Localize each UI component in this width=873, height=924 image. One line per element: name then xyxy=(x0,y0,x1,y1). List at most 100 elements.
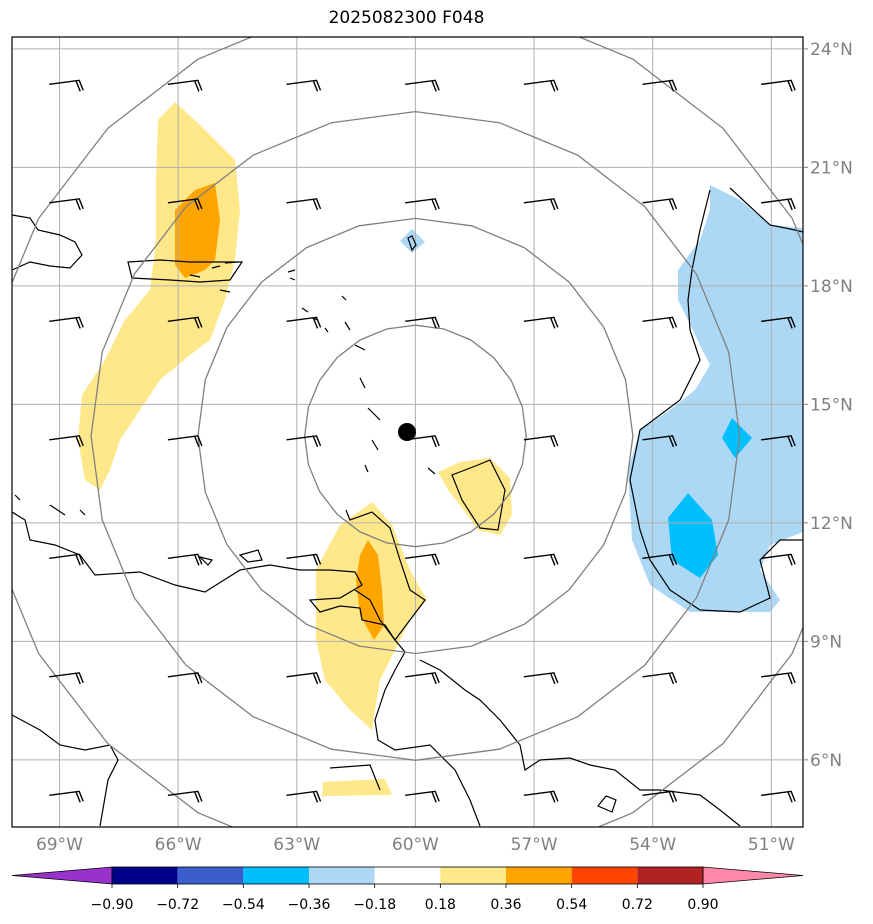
colorbar-tick-label: 0.18 xyxy=(425,897,456,913)
colorbar-tick-label: −0.90 xyxy=(91,897,134,913)
wind-barbs xyxy=(49,79,796,803)
wind-barb xyxy=(642,435,678,448)
range-ring xyxy=(304,324,527,548)
wind-barb xyxy=(167,79,203,92)
anomaly-positive-light-bottom xyxy=(322,779,392,796)
colorbar-segment xyxy=(571,867,638,884)
wind-barb xyxy=(523,790,559,803)
colorbar-tick-label: −0.36 xyxy=(288,897,331,913)
wind-barb xyxy=(761,790,796,803)
wind-barb xyxy=(642,672,678,685)
longitude-label: 60°W xyxy=(392,835,439,855)
latitude-label: 15°N xyxy=(810,395,853,415)
colorbar-segment xyxy=(177,867,244,884)
wind-barb xyxy=(167,790,203,803)
range-ring xyxy=(12,37,803,827)
wind-barb xyxy=(642,79,678,92)
wind-barb xyxy=(286,790,322,803)
island-leeward xyxy=(341,295,436,475)
wind-barb xyxy=(761,672,796,685)
wind-barb xyxy=(405,435,440,448)
wind-barb xyxy=(523,198,559,211)
longitude-label: 63°W xyxy=(273,835,320,855)
longitude-label: 51°W xyxy=(748,835,795,855)
coastline-puerto-rico xyxy=(127,259,244,283)
colorbar: −0.90 −0.72 −0.54 −0.36 −0.18 0.18 0.36 0.54 0.7… xyxy=(11,866,804,913)
storm-center-marker xyxy=(398,423,416,441)
island-small-row xyxy=(189,261,329,333)
colorbar-segment xyxy=(440,867,506,884)
wind-barb xyxy=(49,672,84,685)
wind-barb xyxy=(49,553,84,566)
longitude-tick-labels: 69°W 66°W 63°W 60°W 57°W 54°W 51°W xyxy=(36,835,795,855)
latitude-label: 6°N xyxy=(810,751,842,771)
wind-barb xyxy=(49,198,84,211)
colorbar-segment xyxy=(243,867,309,884)
latitude-label: 12°N xyxy=(810,514,853,534)
anomaly-negative-mid-2 xyxy=(668,493,718,578)
map-frame xyxy=(11,36,804,828)
island-bottom-right xyxy=(597,795,617,813)
wind-barb xyxy=(286,198,322,211)
island-west-small xyxy=(14,494,86,516)
wind-barb xyxy=(642,553,678,566)
wind-barb xyxy=(523,435,559,448)
graticule xyxy=(12,37,803,827)
wind-barb xyxy=(523,316,559,329)
colorbar-segment xyxy=(637,867,703,884)
latitude-label: 18°N xyxy=(810,277,853,297)
longitude-label: 54°W xyxy=(629,835,676,855)
wind-barb xyxy=(405,316,440,329)
wind-barb xyxy=(642,316,678,329)
wind-barb xyxy=(405,198,440,211)
wind-barb xyxy=(167,198,203,211)
longitude-label: 66°W xyxy=(155,835,202,855)
coastline-south xyxy=(12,714,119,827)
wind-barb xyxy=(167,435,203,448)
colorbar-tick-label: −0.72 xyxy=(156,897,199,913)
page-title: 2025082300 F048 xyxy=(328,8,485,28)
latitude-label: 24°N xyxy=(810,40,853,60)
range-ring xyxy=(90,110,741,761)
colorbar-extend-high xyxy=(702,866,804,885)
colorbar-segment xyxy=(506,867,572,884)
coastline-venezuela xyxy=(12,511,481,827)
wind-barb xyxy=(523,672,559,685)
wind-barb xyxy=(167,316,203,329)
island-aruba xyxy=(198,549,263,566)
coastlines xyxy=(12,187,803,827)
wind-barb xyxy=(286,435,322,448)
wind-barb xyxy=(642,198,678,211)
anomaly-negative-mid-1 xyxy=(722,418,752,458)
colorbar-segment xyxy=(112,867,178,884)
latitude-label: 9°N xyxy=(810,632,842,652)
wind-barb xyxy=(761,316,796,329)
wind-barb xyxy=(286,79,322,92)
wind-barb xyxy=(523,79,559,92)
coastline-trinidad xyxy=(345,509,426,641)
colorbar-tick-label: 0.72 xyxy=(622,897,653,913)
colorbar-tick-label: 0.36 xyxy=(490,897,521,913)
anomaly-negative-light-n xyxy=(400,229,425,253)
wind-barb xyxy=(286,316,322,329)
colorbar-tick-label: 0.54 xyxy=(556,897,587,913)
wind-barb xyxy=(523,553,559,566)
longitude-label: 57°W xyxy=(511,835,558,855)
longitude-label: 69°W xyxy=(36,835,83,855)
wind-barb xyxy=(642,790,678,803)
anomaly-positive-light-e xyxy=(438,458,512,535)
coastline-east-boundary xyxy=(629,189,803,613)
wind-barb xyxy=(49,79,84,92)
wind-barb xyxy=(761,553,796,566)
colorbar-tick-label: 0.90 xyxy=(687,897,718,913)
island-windward xyxy=(451,459,506,531)
wind-barb xyxy=(49,790,84,803)
anomaly-positive-light-nw xyxy=(78,102,240,490)
wind-barb xyxy=(286,672,322,685)
colorbar-segment xyxy=(374,867,441,884)
wind-barb xyxy=(167,553,203,566)
latitude-label: 21°N xyxy=(810,158,853,178)
coastline-guyana xyxy=(419,659,741,827)
wind-barb xyxy=(761,435,796,448)
